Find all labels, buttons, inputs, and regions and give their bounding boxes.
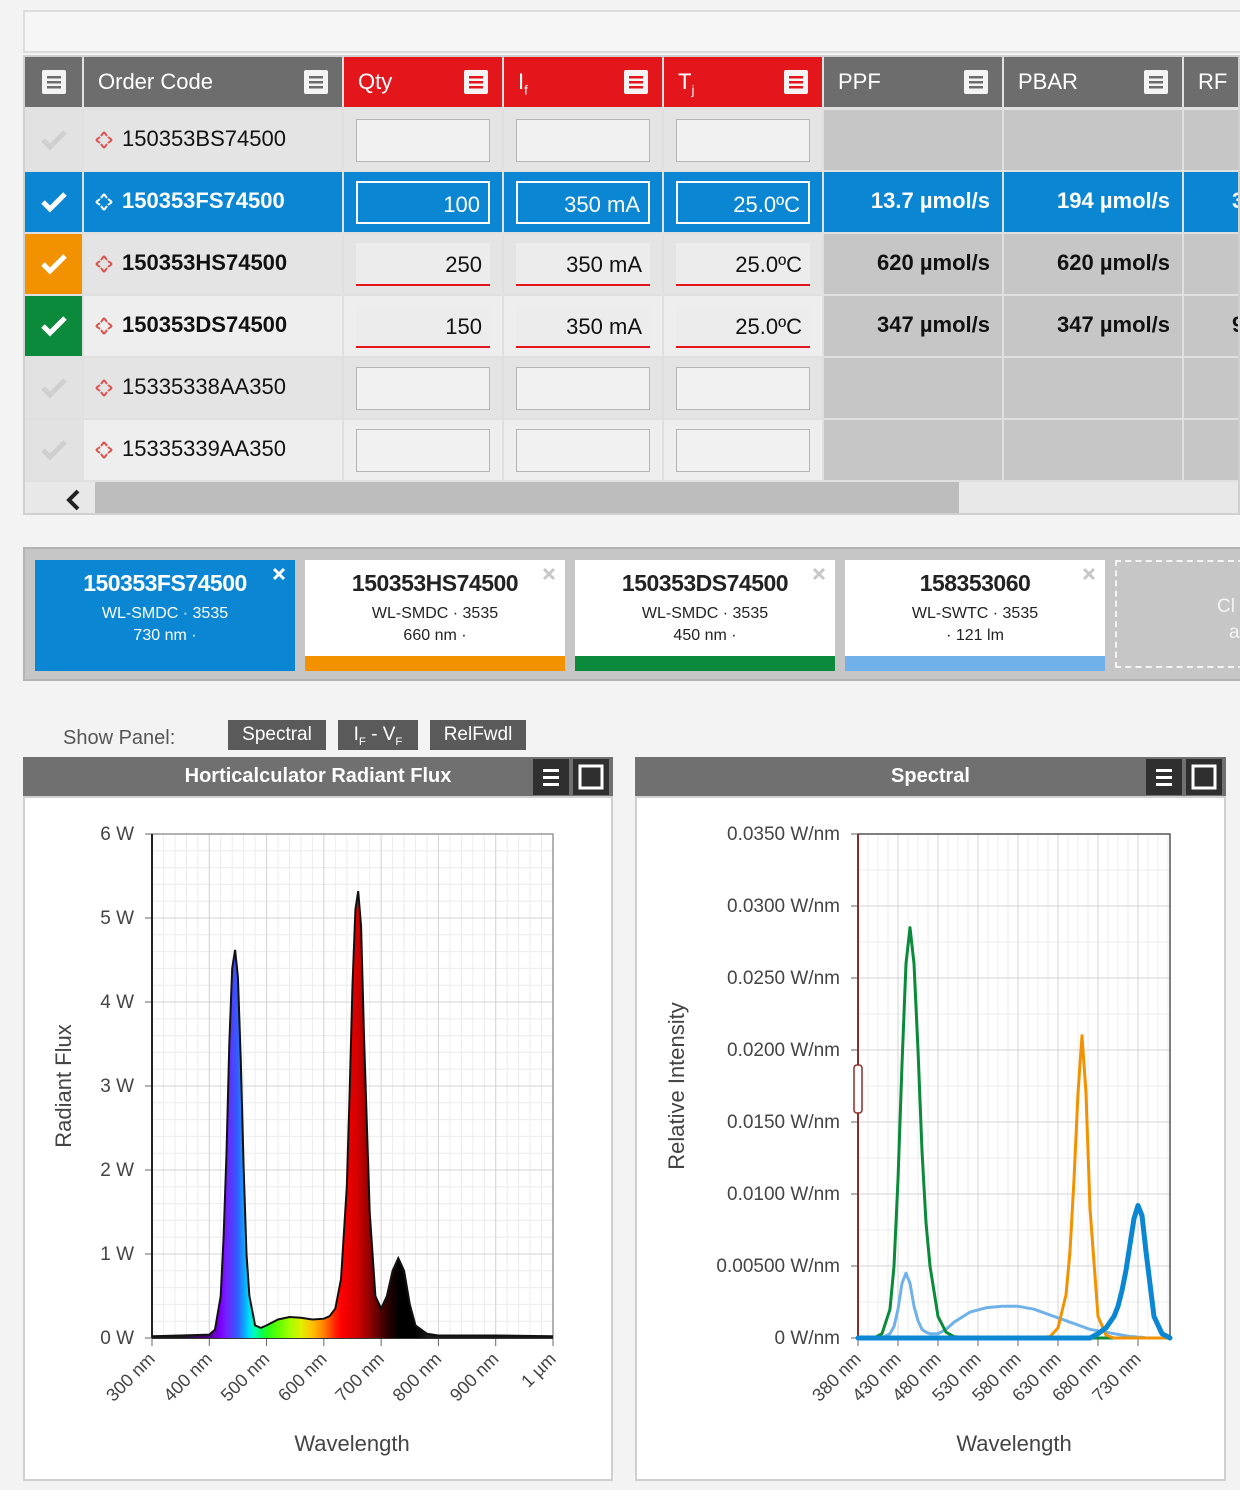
panel-title: Spectral <box>891 765 970 787</box>
panel-button[interactable] <box>1186 759 1222 795</box>
y-tick-label: 1 W <box>100 1244 134 1265</box>
x-axis-title: Wavelength <box>956 1431 1071 1456</box>
y-tick-label: 2 W <box>100 1160 134 1181</box>
panel-button[interactable] <box>573 759 609 795</box>
y-tick-label: 5 W <box>100 908 134 929</box>
icon-line <box>1156 783 1172 786</box>
y-axis-title: Relative Intensity <box>664 1002 689 1170</box>
panel-body <box>636 797 1225 1480</box>
icon-line <box>543 783 559 786</box>
y-tick-label: 0 W/nm <box>775 1328 840 1349</box>
icon-line <box>1156 769 1172 772</box>
icon-line <box>1156 776 1172 779</box>
x-axis-title: Wavelength <box>294 1431 409 1456</box>
y-tick-label: 4 W <box>100 992 134 1013</box>
icon-line <box>543 776 559 779</box>
y-tick-label: 0.0350 W/nm <box>727 824 840 845</box>
y-tick-label: 6 W <box>100 824 134 845</box>
y-tick-label: 0.0150 W/nm <box>727 1112 840 1133</box>
y-tick-label: 0.0300 W/nm <box>727 896 840 917</box>
y-axis-title: Radiant Flux <box>51 1024 76 1148</box>
y-tick-label: 0 W <box>100 1328 134 1349</box>
y-tick-label: 0.00500 W/nm <box>716 1256 840 1277</box>
y-tick-label: 0.0200 W/nm <box>727 1040 840 1061</box>
axis-handle <box>854 1065 862 1113</box>
panel-title: Horticalculator Radiant Flux <box>185 765 452 787</box>
icon-line <box>543 769 559 772</box>
y-tick-label: 0.0250 W/nm <box>727 968 840 989</box>
y-tick-label: 3 W <box>100 1076 134 1097</box>
y-tick-label: 0.0100 W/nm <box>727 1184 840 1205</box>
